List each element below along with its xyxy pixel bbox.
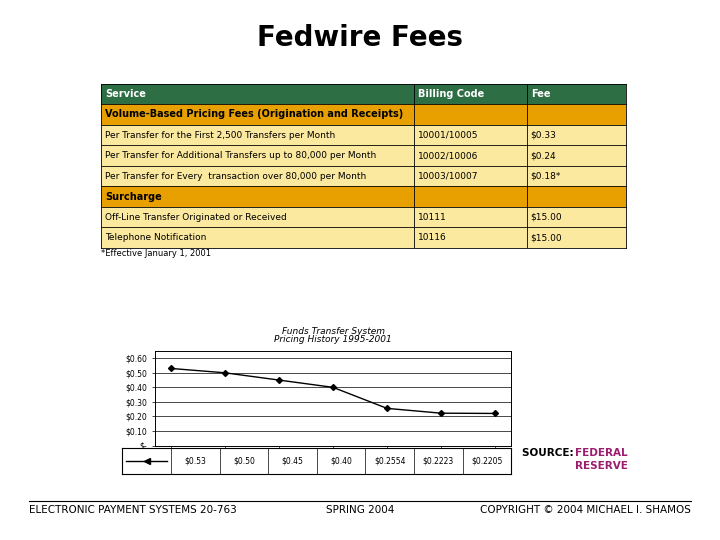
Text: Funds Transfer System: Funds Transfer System: [282, 327, 384, 336]
Text: 10001/10005: 10001/10005: [418, 131, 478, 139]
Text: $15.00: $15.00: [531, 233, 562, 242]
Text: *Effective January 1, 2001: *Effective January 1, 2001: [101, 249, 211, 259]
Text: $0.18*: $0.18*: [531, 172, 561, 180]
Text: $0.24: $0.24: [531, 151, 557, 160]
Text: $0.2554: $0.2554: [374, 457, 405, 465]
Text: $15.00: $15.00: [531, 213, 562, 221]
Text: $0.33: $0.33: [531, 131, 557, 139]
Text: Fee: Fee: [531, 89, 550, 99]
Text: Telephone Notification: Telephone Notification: [105, 233, 207, 242]
Text: Billing Code: Billing Code: [418, 89, 484, 99]
Text: SPRING 2004: SPRING 2004: [326, 505, 394, 515]
Text: $0.2223: $0.2223: [423, 457, 454, 465]
Text: Volume-Based Pricing Fees (Origination and Receipts): Volume-Based Pricing Fees (Origination a…: [105, 110, 403, 119]
Text: Per Transfer for the First 2,500 Transfers per Month: Per Transfer for the First 2,500 Transfe…: [105, 131, 336, 139]
Text: Surcharge: Surcharge: [105, 192, 162, 201]
Text: 10003/10007: 10003/10007: [418, 172, 478, 180]
Text: $0.53: $0.53: [184, 457, 206, 465]
Text: Fedwire Fees: Fedwire Fees: [257, 24, 463, 52]
Text: $0.40: $0.40: [330, 457, 352, 465]
Text: 10111: 10111: [418, 213, 446, 221]
Text: $0.2205: $0.2205: [471, 457, 503, 465]
Text: Service: Service: [105, 89, 146, 99]
Text: COPYRIGHT © 2004 MICHAEL I. SHAMOS: COPYRIGHT © 2004 MICHAEL I. SHAMOS: [480, 505, 691, 515]
Text: Off-Line Transfer Originated or Received: Off-Line Transfer Originated or Received: [105, 213, 287, 221]
Text: Pricing History 1995-2001: Pricing History 1995-2001: [274, 335, 392, 344]
Text: 10002/10006: 10002/10006: [418, 151, 478, 160]
Text: SOURCE:: SOURCE:: [522, 448, 577, 458]
Text: 10116: 10116: [418, 233, 446, 242]
Text: Per Transfer for Every  transaction over 80,000 per Month: Per Transfer for Every transaction over …: [105, 172, 366, 180]
Text: ELECTRONIC PAYMENT SYSTEMS 20-763: ELECTRONIC PAYMENT SYSTEMS 20-763: [29, 505, 237, 515]
Text: $0.50: $0.50: [233, 457, 255, 465]
Text: FEDERAL
RESERVE: FEDERAL RESERVE: [575, 448, 627, 471]
Text: $0.45: $0.45: [282, 457, 303, 465]
Text: Per Transfer for Additional Transfers up to 80,000 per Month: Per Transfer for Additional Transfers up…: [105, 151, 377, 160]
